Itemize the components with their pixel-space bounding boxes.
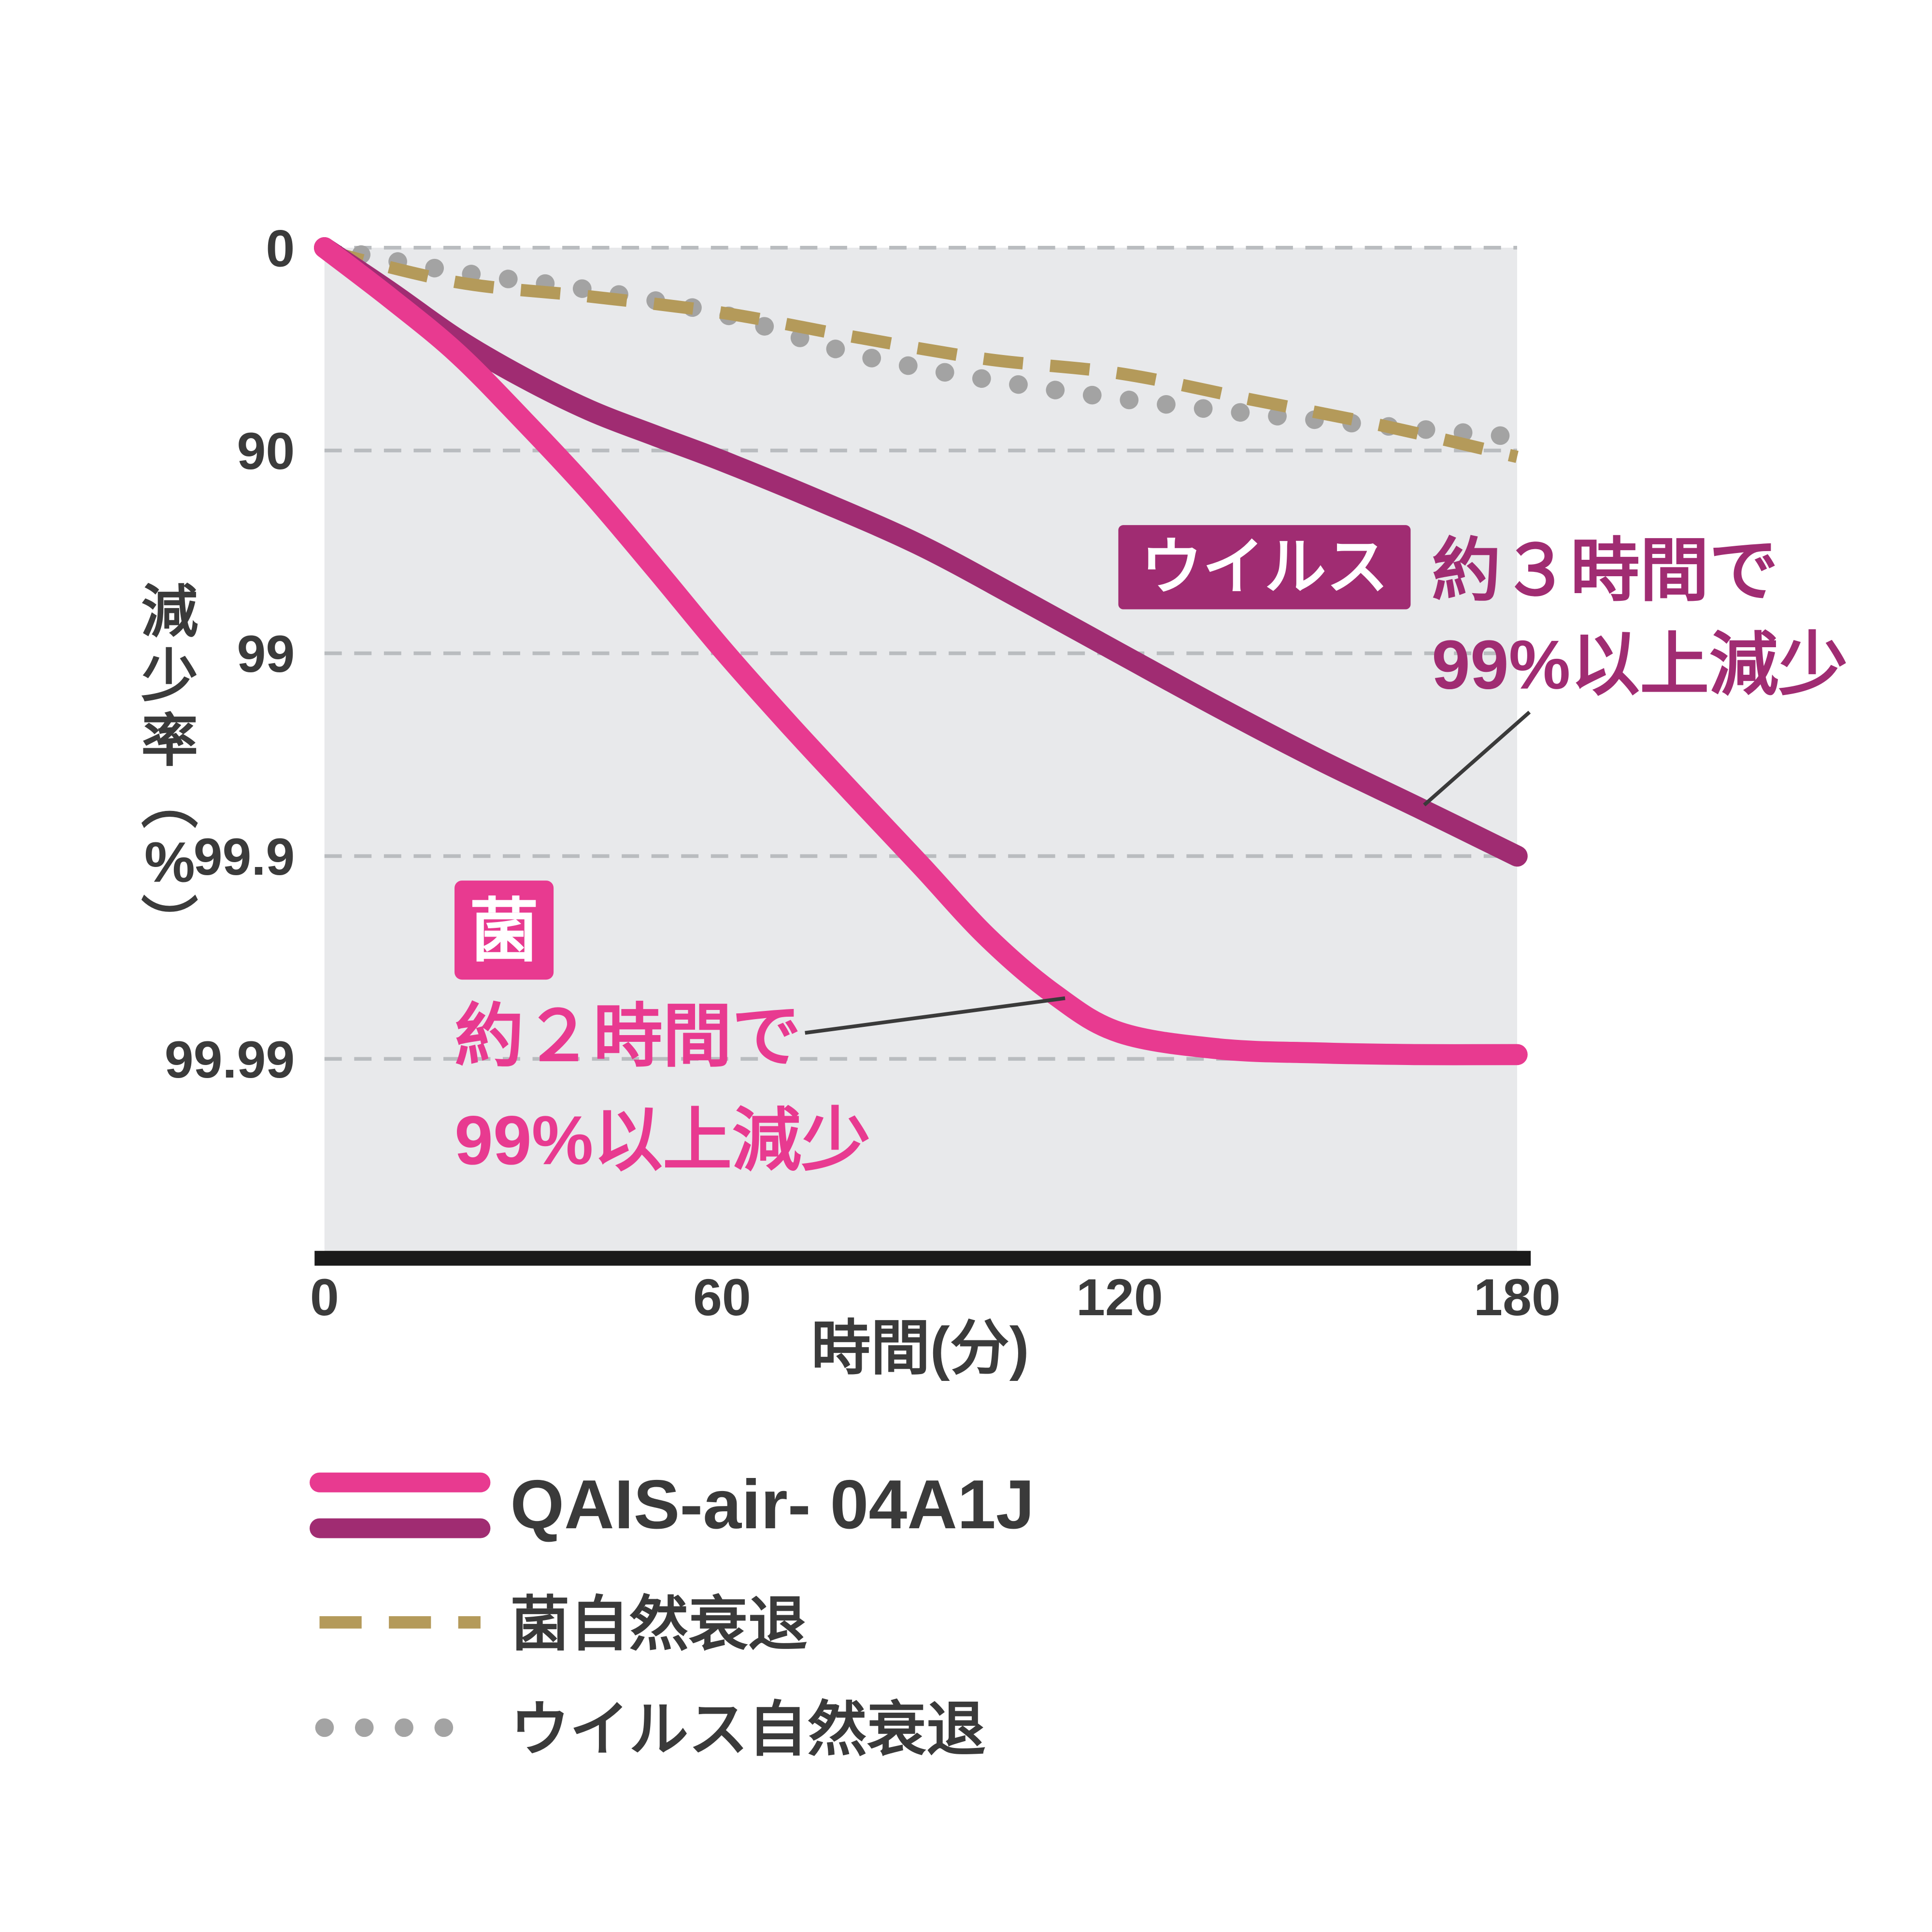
virus-badge-label: ウイルス	[1141, 533, 1389, 602]
x-tick-label: 120	[1076, 1268, 1163, 1326]
legend-label-bacteria-natural: 菌自然衰退	[510, 1591, 807, 1658]
x-tick-label: 60	[693, 1268, 751, 1326]
y-tick-label: 99.99	[165, 1031, 295, 1089]
series-virus-qais	[314, 237, 1528, 867]
virus-callout-line1: 約３時間で	[1432, 532, 1778, 610]
x-tick-label: 180	[1474, 1268, 1561, 1326]
bacteria-badge-label: 菌	[469, 893, 539, 970]
legend-label-virus-natural: ウイルス自然衰退	[510, 1697, 986, 1763]
y-axis-title-char: 減	[141, 580, 198, 644]
bacteria-badge	[455, 881, 554, 980]
legend-label-qais: QAIS-air- 04A1J	[510, 1466, 1034, 1543]
y-tick-label: 99.9	[194, 828, 295, 886]
legend: QAIS-air- 04A1J 菌自然衰退 ウイルス自然衰退	[310, 1466, 1035, 1763]
virus-leader-line	[1423, 710, 1531, 807]
y-tick-label: 0	[266, 219, 295, 277]
y-tick-label: 99	[237, 625, 295, 683]
series-layer	[314, 237, 1528, 1065]
bacteria-callout-line2: 99%以上減少	[455, 1102, 871, 1179]
x-tick-label: 0	[310, 1268, 339, 1326]
series-bacteria-qais	[314, 237, 1528, 1065]
bacteria-leader-line	[805, 996, 1065, 1035]
y-axis-title-char: 率	[141, 709, 198, 772]
y-axis-title-char: 少	[141, 644, 198, 708]
virus-callout-line2: 99%以上減少	[1432, 626, 1848, 704]
virus-badge	[1118, 525, 1411, 610]
series-virus-natural-decay	[315, 238, 1513, 445]
x-axis-title: 時間(分)	[811, 1315, 1029, 1381]
bacteria-callout-line1: 約２時間で	[455, 998, 801, 1075]
y-axis-title-char: ︶	[141, 892, 198, 956]
series-bacteria-natural-decay	[323, 244, 1519, 463]
y-tick-label: 90	[237, 422, 295, 480]
y-axis-title-char: %	[144, 830, 195, 894]
y-axis-title-char: ︵	[141, 771, 198, 835]
